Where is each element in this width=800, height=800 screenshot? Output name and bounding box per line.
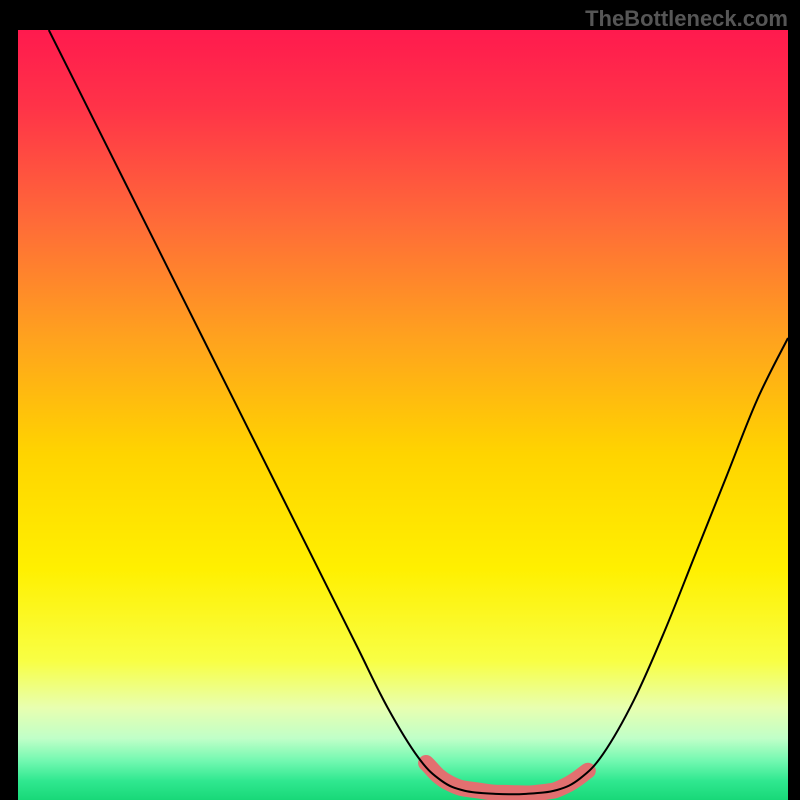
watermark-text: TheBottleneck.com	[585, 6, 788, 32]
plot-area	[18, 30, 788, 800]
plot-svg	[18, 30, 788, 800]
chart-stage: TheBottleneck.com	[0, 0, 800, 800]
gradient-background	[18, 30, 788, 800]
